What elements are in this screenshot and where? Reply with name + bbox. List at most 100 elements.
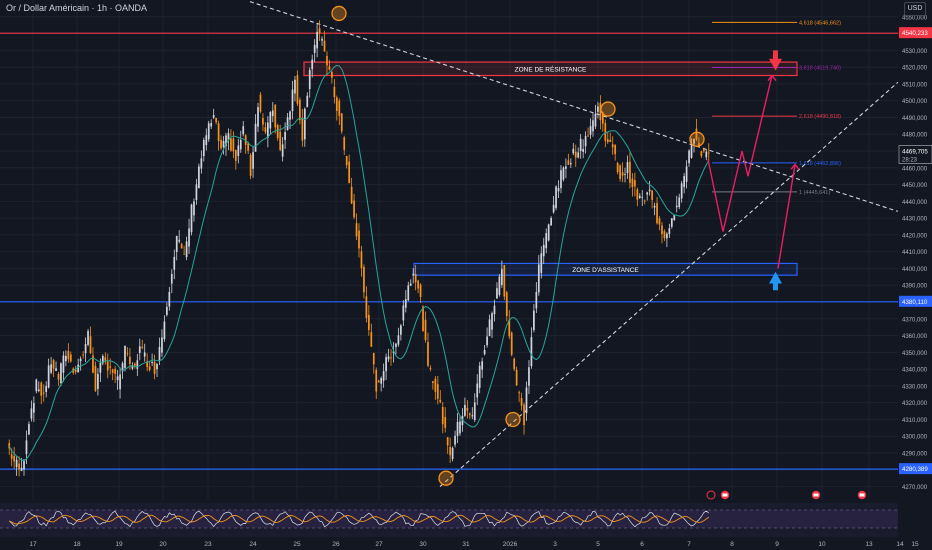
candle-body (560, 170, 562, 189)
time-tick-label: 27 (375, 541, 383, 548)
candle-body (205, 135, 208, 146)
candle-body (432, 381, 434, 383)
candle-body (57, 373, 60, 380)
price-tick-label: 4550,000 (902, 15, 928, 21)
candle-body (284, 131, 286, 141)
candle-body (675, 205, 678, 208)
candle-body (225, 135, 227, 146)
price-label-box (899, 295, 932, 307)
price-tick-label: 4350,000 (902, 351, 928, 357)
candle-body (582, 149, 585, 152)
candle-body (550, 218, 552, 226)
candle-body (486, 336, 488, 346)
candle-body (385, 357, 387, 372)
price-label: 4380,110 (902, 299, 928, 306)
candle-body (508, 319, 511, 337)
candle-body (326, 55, 328, 66)
candle-body (451, 447, 454, 459)
price-label: 4540,233 (902, 30, 928, 37)
candle-body (42, 392, 45, 394)
candle-body (340, 113, 343, 132)
candle-body (693, 138, 695, 144)
candle-body (82, 354, 84, 356)
candle-body (631, 178, 634, 188)
candle-body (10, 454, 13, 459)
time-tick-label: 30 (419, 541, 427, 548)
symbol-title: Or / Dollar Américain · 1h · OANDA (6, 3, 148, 13)
time-axis-bg (0, 537, 932, 550)
candle-body (471, 415, 474, 417)
zone-box (413, 262, 798, 276)
candle-body (101, 355, 104, 364)
candle-body (515, 369, 518, 386)
candle-body (239, 140, 242, 150)
candle-body (47, 365, 50, 388)
price-tick-label: 4440,000 (902, 200, 928, 206)
candle-body (348, 161, 351, 184)
candle-body (294, 79, 296, 94)
candle-body (488, 319, 491, 337)
price-tick-label: 4360,000 (902, 334, 928, 340)
candle-body (52, 360, 55, 369)
candle-body (542, 244, 545, 257)
candle-body (670, 218, 673, 227)
candle-body (79, 358, 82, 362)
candle-body (138, 346, 141, 353)
pivot-circle (438, 470, 454, 486)
candle-body (587, 135, 589, 137)
countdown-label: 28:23 (902, 158, 918, 164)
candle-body (636, 189, 639, 200)
candle-body (537, 264, 540, 293)
candle-body (436, 384, 439, 399)
price-tick-label: 4500,000 (902, 99, 928, 105)
candle-body (99, 362, 102, 373)
candle-body (614, 144, 617, 155)
price-label: 4469,705 (902, 149, 928, 156)
candle-body (525, 387, 528, 414)
candle-body (370, 332, 373, 347)
time-tick-label: 24 (249, 541, 257, 548)
candle-body (449, 446, 451, 456)
candle-body (316, 31, 318, 49)
candle-body (323, 40, 326, 52)
candle-body (195, 184, 198, 200)
price-tick-label: 4310,000 (902, 418, 928, 424)
candle-body (552, 204, 555, 213)
price-tick-label: 4340,000 (902, 368, 928, 374)
candle-body (375, 369, 378, 392)
price-tick-label: 4320,000 (902, 401, 928, 407)
candle-body (700, 151, 703, 157)
candle-body (702, 149, 705, 152)
candle-body (572, 148, 575, 154)
candle-body (84, 344, 87, 354)
candle-body (156, 363, 158, 370)
candle-body (476, 383, 479, 398)
candle-body (232, 138, 235, 152)
candle-body (547, 224, 550, 241)
candle-body (648, 189, 651, 192)
price-tick-label: 4420,000 (902, 233, 928, 239)
flag-icon-stripe (813, 493, 819, 497)
candle-body (35, 379, 38, 392)
currency-button[interactable]: USD (904, 2, 926, 16)
candle-body (87, 331, 89, 345)
candle-body (601, 112, 604, 124)
time-tick-label: 3 (553, 541, 557, 548)
candle-body (367, 314, 370, 330)
candle-body (237, 145, 240, 157)
candle-body (651, 190, 653, 201)
candle-body (180, 243, 183, 249)
candle-body (161, 337, 163, 353)
candle-body (464, 404, 466, 416)
price-zones: ZONE DE RÉSISTANCE ZONE D'ASSISTANCE (303, 61, 798, 276)
candle-body (653, 205, 656, 208)
candle-body (303, 108, 306, 140)
candle-body (673, 215, 676, 221)
candle-body (178, 239, 181, 242)
candle-body (131, 365, 134, 369)
chart-grid (0, 0, 916, 500)
candle-body (409, 283, 412, 286)
candle-body (15, 459, 18, 468)
zone-box (303, 61, 798, 77)
